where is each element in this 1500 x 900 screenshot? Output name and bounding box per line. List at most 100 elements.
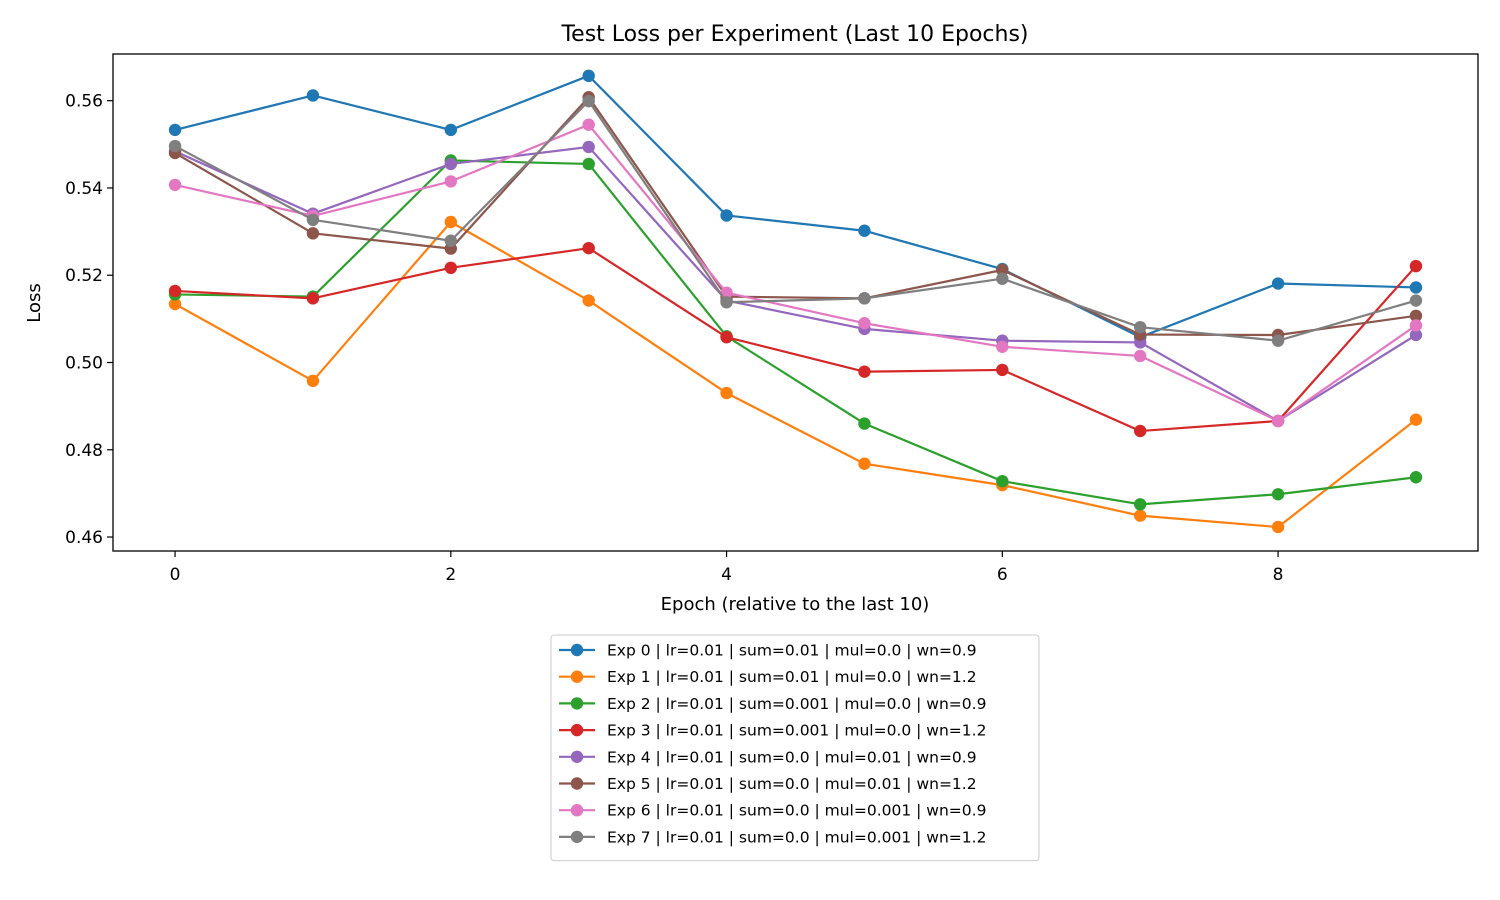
data-point bbox=[858, 224, 871, 237]
data-point bbox=[306, 213, 320, 227]
data-point bbox=[1271, 414, 1285, 428]
data-point bbox=[858, 457, 871, 470]
data-point bbox=[1409, 319, 1423, 332]
data-point bbox=[582, 294, 595, 307]
legend-label: Exp 3 | lr=0.01 | sum=0.001 | mul=0.0 | … bbox=[607, 722, 986, 740]
series-line-7 bbox=[174, 100, 1417, 342]
data-point bbox=[1133, 498, 1147, 511]
legend-label: Exp 4 | lr=0.01 | sum=0.0 | mul=0.01 | w… bbox=[607, 748, 977, 766]
legend-label: Exp 5 | lr=0.01 | sum=0.0 | mul=0.01 | w… bbox=[607, 775, 977, 793]
data-point bbox=[720, 286, 733, 299]
series-line-6 bbox=[174, 123, 1417, 423]
series-line-3 bbox=[174, 247, 1417, 433]
data-point bbox=[1409, 328, 1423, 342]
data-point bbox=[306, 89, 320, 102]
y-tick-label: 0.48 bbox=[65, 441, 103, 461]
legend-label: Exp 1 | lr=0.01 | sum=0.01 | mul=0.0 | w… bbox=[607, 668, 977, 686]
data-point bbox=[582, 241, 595, 255]
data-point bbox=[1271, 277, 1285, 290]
y-tick-label: 0.52 bbox=[65, 266, 103, 286]
legend-item: Exp 0 | lr=0.01 | sum=0.01 | mul=0.0 | w… bbox=[559, 642, 977, 660]
x-tick-label: 8 bbox=[1273, 565, 1284, 585]
legend-marker bbox=[570, 670, 584, 683]
legend-item: Exp 1 | lr=0.01 | sum=0.01 | mul=0.0 | w… bbox=[559, 668, 977, 686]
x-tick-label: 0 bbox=[170, 565, 181, 585]
data-point bbox=[1271, 488, 1285, 501]
data-point bbox=[1409, 471, 1423, 484]
data-point bbox=[306, 374, 320, 388]
legend-marker bbox=[570, 643, 584, 657]
data-point bbox=[582, 157, 595, 171]
data-point bbox=[996, 474, 1009, 488]
chart-title: Test Loss per Experiment (Last 10 Epochs… bbox=[560, 22, 1028, 47]
legend-marker bbox=[570, 777, 584, 790]
legend-marker bbox=[570, 750, 584, 763]
data-point bbox=[1133, 509, 1147, 522]
plot-area bbox=[168, 69, 1423, 534]
data-point bbox=[996, 340, 1009, 353]
data-point bbox=[168, 284, 182, 298]
data-point bbox=[582, 69, 595, 83]
data-point bbox=[996, 263, 1009, 277]
data-point bbox=[858, 292, 871, 305]
series-7 bbox=[168, 94, 1423, 347]
legend: Exp 0 | lr=0.01 | sum=0.01 | mul=0.0 | w… bbox=[550, 634, 1040, 862]
data-point bbox=[444, 215, 458, 229]
legend-marker bbox=[570, 804, 584, 817]
legend-label: Exp 2 | lr=0.01 | sum=0.001 | mul=0.0 | … bbox=[607, 695, 986, 713]
legend-marker bbox=[570, 830, 584, 844]
x-tick-label: 4 bbox=[721, 565, 732, 585]
series-0 bbox=[168, 69, 1423, 344]
data-point bbox=[444, 234, 458, 247]
legend-item: Exp 7 | lr=0.01 | sum=0.0 | mul=0.001 | … bbox=[559, 828, 986, 846]
data-point bbox=[582, 118, 595, 131]
legend-label: Exp 0 | lr=0.01 | sum=0.01 | mul=0.0 | w… bbox=[607, 642, 977, 660]
x-axis: 0 2 4 6 8 bbox=[170, 551, 1284, 585]
legend-item: Exp 6 | lr=0.01 | sum=0.0 | mul=0.001 | … bbox=[559, 802, 986, 820]
plot-frame bbox=[112, 53, 1479, 552]
series-line-2 bbox=[175, 159, 1417, 506]
data-point bbox=[996, 363, 1009, 377]
legend-marker bbox=[570, 697, 584, 710]
data-point bbox=[444, 261, 458, 275]
legend-label: Exp 7 | lr=0.01 | sum=0.0 | mul=0.001 | … bbox=[607, 828, 986, 846]
data-point bbox=[720, 386, 733, 400]
data-point bbox=[1409, 413, 1423, 426]
y-tick-label: 0.54 bbox=[65, 179, 103, 199]
series-line-0 bbox=[174, 74, 1416, 339]
data-point bbox=[1133, 320, 1147, 334]
y-axis: 0.46 0.48 0.50 0.52 0.54 0.56 bbox=[65, 92, 113, 548]
legend-label: Exp 6 | lr=0.01 | sum=0.0 | mul=0.001 | … bbox=[607, 802, 986, 820]
data-point bbox=[1409, 259, 1423, 273]
y-tick-label: 0.50 bbox=[65, 353, 103, 373]
data-point bbox=[1409, 281, 1423, 294]
series-1 bbox=[168, 215, 1423, 534]
data-point bbox=[168, 139, 182, 153]
data-point bbox=[858, 365, 871, 378]
data-point bbox=[306, 227, 320, 240]
data-point bbox=[306, 292, 320, 305]
data-point bbox=[1133, 424, 1147, 438]
data-point bbox=[1271, 520, 1285, 534]
data-point bbox=[1409, 294, 1423, 307]
data-point bbox=[582, 94, 595, 108]
legend-item: Exp 4 | lr=0.01 | sum=0.0 | mul=0.01 | w… bbox=[559, 748, 977, 766]
data-point bbox=[1271, 334, 1285, 347]
y-tick-label: 0.46 bbox=[65, 528, 103, 548]
legend-item: Exp 2 | lr=0.01 | sum=0.001 | mul=0.0 | … bbox=[559, 695, 986, 713]
x-axis-label: Epoch (relative to the last 10) bbox=[661, 594, 930, 615]
x-tick-label: 6 bbox=[997, 565, 1008, 585]
data-point bbox=[996, 272, 1009, 285]
legend-box bbox=[550, 634, 1040, 862]
data-point bbox=[168, 178, 182, 192]
data-point bbox=[1409, 309, 1423, 323]
legend-item: Exp 3 | lr=0.01 | sum=0.001 | mul=0.0 | … bbox=[559, 722, 986, 740]
y-axis-label: Loss bbox=[24, 283, 45, 322]
data-point bbox=[858, 317, 871, 330]
series-line-4 bbox=[174, 145, 1417, 423]
data-point bbox=[168, 297, 182, 311]
data-point bbox=[720, 330, 733, 344]
data-point bbox=[168, 123, 182, 137]
